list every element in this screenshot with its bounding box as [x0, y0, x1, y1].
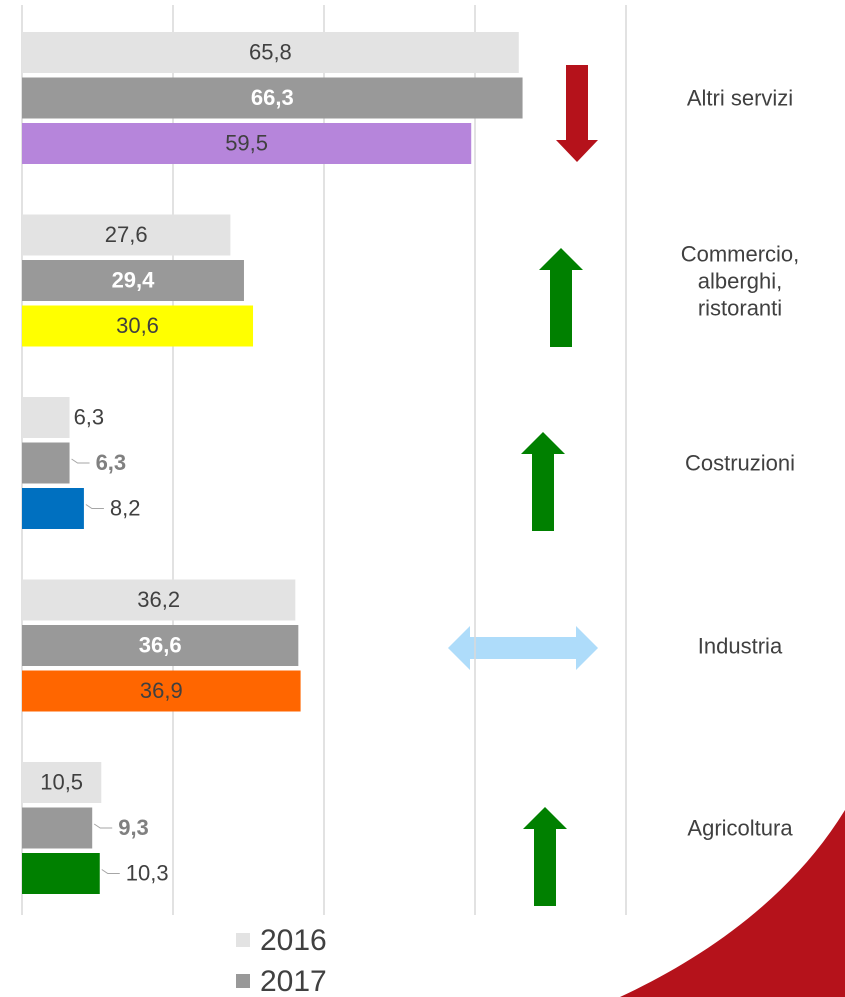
value-label: 36,2: [137, 587, 180, 612]
value-label: 65,8: [249, 39, 292, 64]
legend-label: 2017: [260, 965, 327, 997]
leader-line: [71, 458, 90, 464]
arrow-up: [539, 248, 583, 347]
value-label: 6,3: [74, 404, 105, 429]
value-label: 36,6: [139, 632, 182, 657]
value-label: 36,9: [140, 678, 183, 703]
category-label: Industria: [697, 633, 783, 658]
bar: [22, 579, 296, 621]
leader-line: [93, 823, 113, 829]
value-label: 8,2: [110, 495, 141, 520]
leader-line: [85, 504, 104, 509]
bar: [22, 488, 84, 529]
bar: [22, 807, 93, 849]
value-label: 59,5: [225, 130, 268, 155]
bar: [22, 305, 254, 347]
decoration: [620, 810, 845, 997]
bar: [22, 625, 299, 666]
bar: [22, 214, 231, 256]
bar: [22, 762, 102, 803]
bar: [22, 442, 70, 484]
legend-swatch: [236, 974, 250, 988]
legend-swatch: [236, 933, 250, 947]
value-label: 30,6: [116, 313, 159, 338]
value-label: 66,3: [251, 85, 294, 110]
arrow-up: [523, 807, 567, 906]
category-label: Agricoltura: [687, 815, 793, 841]
category-label: Altri servizi: [686, 85, 794, 111]
value-label: 10,5: [40, 769, 83, 794]
category-label: Commercio, alberghi, ristoranti: [680, 241, 800, 320]
value-label: 27,6: [105, 222, 148, 247]
arrow-down: [556, 65, 598, 162]
value-label: 6,3: [96, 450, 127, 475]
value-label: 9,3: [118, 815, 149, 840]
category-label: Costruzioni: [684, 450, 796, 476]
legend-label: 2016: [260, 924, 327, 957]
value-label: 29,4: [112, 267, 156, 292]
bar: [22, 123, 472, 164]
bar: [22, 397, 70, 438]
bar: [22, 77, 523, 119]
leader-line: [101, 869, 120, 874]
arrow-both: [448, 626, 598, 670]
bar: [22, 670, 301, 712]
bar: [22, 32, 519, 73]
arrow-up: [521, 432, 565, 531]
bar: [22, 260, 244, 301]
bar: [22, 853, 100, 894]
value-label: 10,3: [126, 860, 169, 885]
